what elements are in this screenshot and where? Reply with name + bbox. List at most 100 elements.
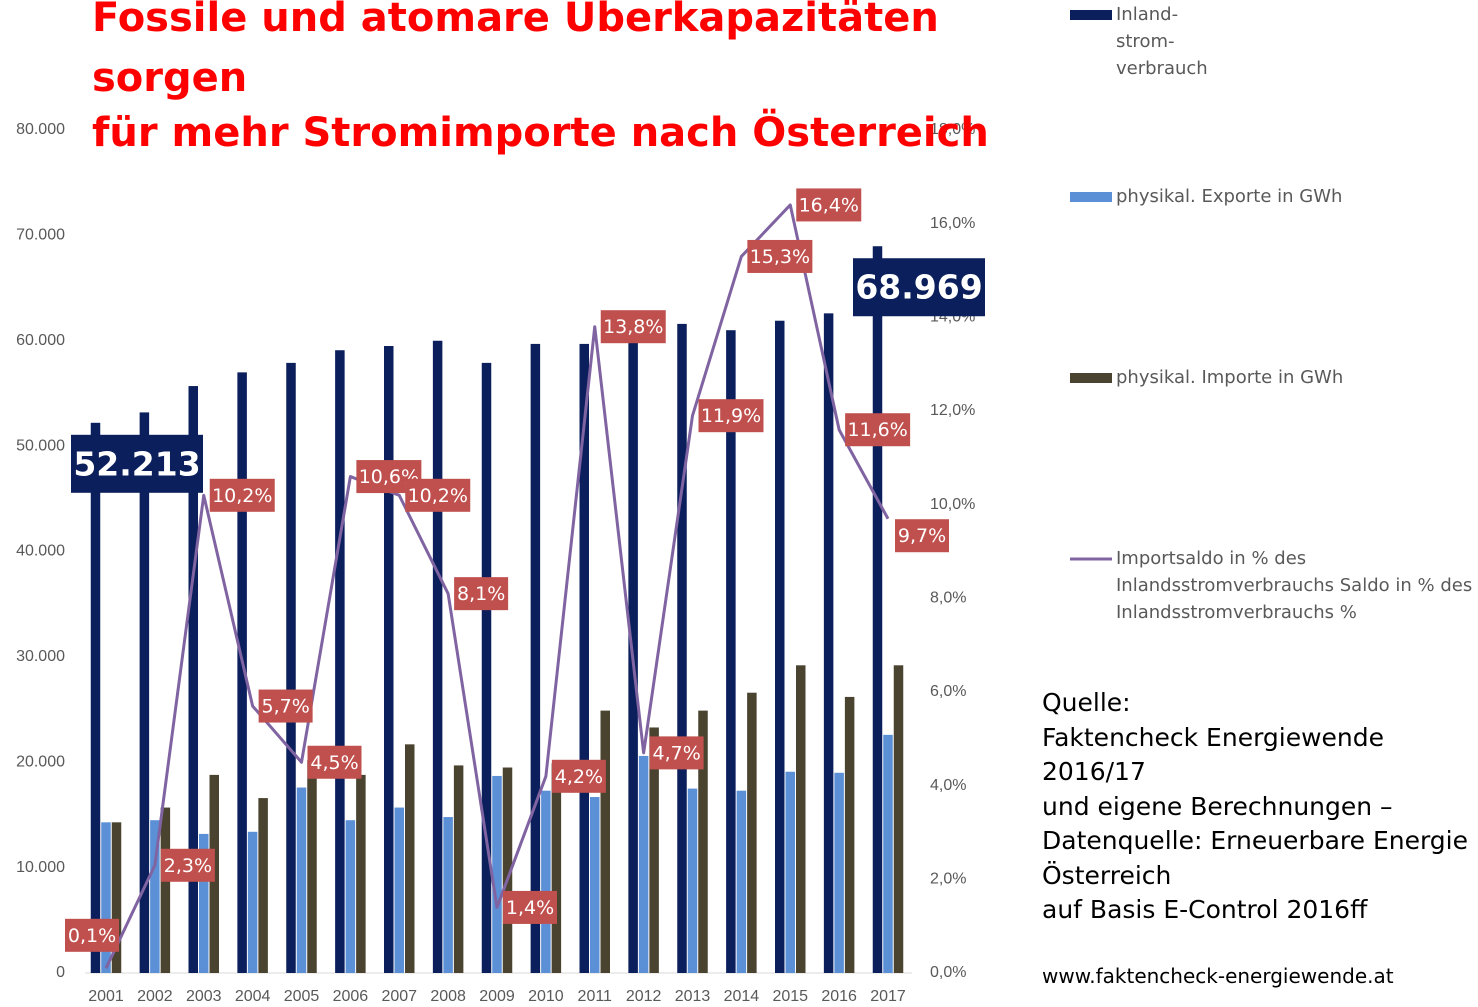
label-text: 52.213 bbox=[73, 444, 200, 483]
data-label: 11,6% bbox=[845, 413, 911, 447]
legend-label: Inland- strom- verbrauch bbox=[1116, 4, 1208, 79]
label-text: 1,4% bbox=[506, 897, 554, 919]
bar bbox=[747, 692, 757, 973]
x-tick-label: 2013 bbox=[675, 988, 711, 1005]
label-text: 11,6% bbox=[847, 419, 907, 441]
label-box bbox=[845, 413, 911, 447]
x-tick-label: 2003 bbox=[186, 988, 222, 1005]
data-label: 10,2% bbox=[405, 478, 471, 512]
x-tick-label: 2006 bbox=[333, 988, 369, 1005]
x-tick-label: 2010 bbox=[528, 988, 564, 1005]
label-text: 15,3% bbox=[750, 246, 810, 268]
label-text: 68.969 bbox=[855, 268, 982, 307]
bar bbox=[90, 422, 101, 973]
y-tick-label: 40.000 bbox=[16, 543, 65, 560]
bar bbox=[286, 362, 296, 973]
bar bbox=[687, 788, 698, 973]
bar bbox=[823, 313, 834, 973]
label-text: 13,8% bbox=[603, 316, 663, 338]
bar bbox=[638, 755, 649, 973]
source-line: Österreich bbox=[1042, 860, 1172, 890]
label-box bbox=[600, 310, 666, 344]
x-tick-label: 2012 bbox=[626, 988, 662, 1005]
bar bbox=[893, 665, 904, 973]
bar bbox=[600, 710, 610, 973]
data-label: 0,1% bbox=[65, 918, 119, 952]
label-box bbox=[160, 848, 215, 882]
x-tick-label: 2017 bbox=[870, 988, 906, 1005]
bar bbox=[785, 771, 795, 973]
data-label: 1,4% bbox=[503, 890, 557, 924]
y-tick-label: 50.000 bbox=[16, 437, 65, 454]
bar bbox=[530, 343, 541, 973]
x-tick-label: 2007 bbox=[381, 988, 417, 1005]
bar bbox=[726, 330, 736, 973]
bar bbox=[247, 831, 258, 973]
y-tick-label: 10.000 bbox=[16, 859, 65, 876]
legend-entry: physikal. Exporte in GWh bbox=[1116, 183, 1476, 210]
bar bbox=[481, 362, 492, 973]
label-box bbox=[796, 188, 862, 222]
data-label: 52.213 bbox=[71, 434, 203, 493]
label-box bbox=[649, 736, 704, 770]
chart-title: Fossile und atomare Überkapazitäten bbox=[92, 0, 939, 41]
bar bbox=[296, 787, 307, 973]
data-label: 10,2% bbox=[209, 478, 275, 512]
y2-tick-label: 8,0% bbox=[930, 590, 966, 607]
y-tick-label: 80.000 bbox=[16, 121, 65, 138]
bar bbox=[111, 822, 122, 973]
bar bbox=[188, 386, 198, 973]
bar bbox=[834, 772, 844, 973]
line bbox=[104, 203, 890, 969]
label-box bbox=[405, 478, 471, 512]
source-line: Quelle: bbox=[1042, 688, 1131, 717]
label-text: 4,5% bbox=[310, 752, 358, 774]
label-box bbox=[853, 258, 985, 317]
x-tick-label: 2005 bbox=[284, 988, 320, 1005]
source-line: Faktencheck Energiewende bbox=[1042, 722, 1385, 752]
label-text: 9,7% bbox=[898, 525, 946, 547]
label-text: 11,9% bbox=[701, 405, 761, 427]
x-tick-label: 2015 bbox=[772, 988, 808, 1005]
data-label: 68.969 bbox=[853, 258, 985, 317]
bar bbox=[160, 807, 171, 973]
data-label: 9,7% bbox=[895, 519, 949, 553]
label-text: 8,1% bbox=[457, 583, 505, 605]
label-box bbox=[698, 399, 764, 433]
bar bbox=[199, 833, 209, 973]
bar bbox=[698, 710, 708, 973]
y2-tick-label: 12,0% bbox=[930, 402, 975, 419]
bar bbox=[345, 820, 356, 973]
y-tick-label: 60.000 bbox=[16, 332, 65, 349]
bar bbox=[551, 763, 562, 973]
url: www.faktencheck-energiewende.at bbox=[1042, 964, 1394, 988]
x-tick-label: 2016 bbox=[821, 988, 857, 1005]
legend-swatch bbox=[1070, 373, 1112, 383]
label-text: 2,3% bbox=[164, 855, 212, 877]
legend-label: physikal. Exporte in GWh bbox=[1116, 186, 1343, 207]
data-label: 5,7% bbox=[258, 689, 313, 723]
legend-entry: Importsaldo in % des Inlandsstromverbrau… bbox=[1116, 545, 1476, 626]
chart-title: für mehr Stromimporte nach Österreich bbox=[92, 108, 989, 156]
bar bbox=[335, 350, 345, 973]
y2-tick-label: 0,0% bbox=[930, 964, 966, 981]
bar bbox=[237, 372, 247, 973]
source-line: auf Basis E-Control 2016ff bbox=[1042, 895, 1368, 924]
bar bbox=[844, 696, 855, 973]
y2-tick-label: 18,0% bbox=[930, 121, 975, 138]
chart-title: sorgen bbox=[92, 55, 247, 101]
label-text: 4,2% bbox=[555, 766, 603, 788]
y2-tick-label: 6,0% bbox=[930, 683, 966, 700]
bar bbox=[384, 346, 394, 973]
source-line: Datenquelle: Erneuerbare Energie bbox=[1042, 826, 1469, 855]
data-label: 16,4% bbox=[796, 188, 862, 222]
bar bbox=[139, 412, 150, 973]
bar bbox=[432, 340, 443, 973]
label-box bbox=[454, 577, 509, 611]
bar bbox=[649, 727, 659, 973]
bar bbox=[394, 807, 404, 973]
label-box bbox=[551, 759, 606, 793]
x-tick-label: 2011 bbox=[578, 988, 613, 1005]
data-label: 2,3% bbox=[160, 848, 215, 882]
